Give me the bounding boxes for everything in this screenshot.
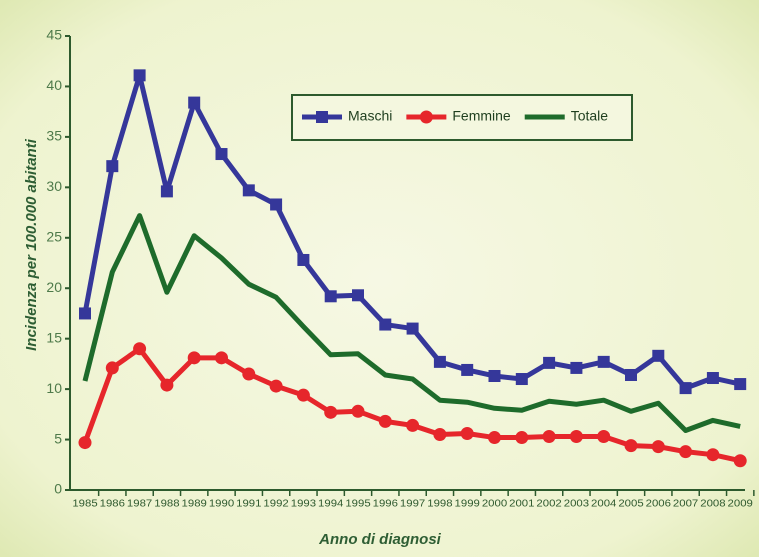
marker-square	[734, 378, 747, 391]
legend-marker	[316, 111, 328, 123]
marker-square	[652, 349, 665, 362]
marker-circle	[569, 430, 583, 444]
marker-square	[706, 372, 719, 385]
marker-square	[79, 307, 91, 320]
marker-square	[215, 148, 228, 161]
y-tick-label: 30	[46, 178, 62, 194]
marker-circle	[624, 439, 638, 453]
marker-square	[352, 289, 364, 302]
x-tick-label: 1999	[455, 499, 481, 510]
y-tick-label: 15	[46, 329, 62, 345]
marker-square	[625, 368, 637, 381]
marker-circle	[215, 351, 228, 365]
x-tick-label: 2006	[646, 499, 672, 510]
marker-circle	[460, 427, 474, 441]
marker-square	[106, 160, 119, 173]
x-tick-label: 2001	[509, 499, 535, 510]
legend-box	[291, 94, 633, 141]
y-tick-label: 40	[46, 77, 62, 93]
line-2	[82, 213, 741, 433]
marker-circle	[242, 367, 256, 381]
marker-circle	[679, 445, 693, 459]
marker-square	[679, 382, 692, 395]
x-tick-label: 1988	[154, 499, 180, 510]
x-tick-label: 1998	[427, 499, 453, 510]
marker-circle	[597, 430, 611, 444]
marker-circle	[133, 342, 147, 356]
y-tick-label: 25	[46, 228, 62, 244]
legend-label: Femmine	[452, 108, 511, 124]
y-tick-label: 35	[46, 128, 62, 144]
legend-label: Maschi	[348, 108, 392, 124]
marker-square	[297, 253, 310, 266]
x-tick-label: 2003	[564, 499, 590, 510]
x-tick-label: 2000	[482, 499, 508, 510]
marker-square	[433, 355, 446, 368]
marker-circle	[706, 448, 720, 462]
marker-circle	[651, 440, 665, 454]
legend-label: Totale	[571, 108, 609, 124]
y-tick-label: 20	[46, 279, 62, 295]
marker-square	[379, 318, 392, 331]
x-tick-label: 2004	[591, 499, 617, 510]
marker-square	[270, 198, 283, 211]
x-tick-label: 2009	[728, 499, 754, 510]
x-tick-label: 1987	[127, 499, 153, 510]
marker-circle	[733, 454, 747, 468]
x-tick-label: 1996	[373, 499, 399, 510]
marker-circle	[433, 428, 447, 442]
marker-circle	[187, 351, 201, 365]
marker-circle	[105, 361, 119, 375]
marker-circle	[406, 418, 420, 432]
x-tick-label: 1997	[400, 499, 426, 510]
x-tick-label: 1991	[236, 499, 262, 510]
x-tick-label: 2005	[618, 499, 644, 510]
y-axis-label: Incidenza per 100.000 abitanti	[23, 138, 40, 351]
marker-circle	[378, 414, 392, 428]
x-tick-label: 1986	[100, 499, 126, 510]
x-tick-label: 2007	[673, 499, 699, 510]
marker-circle	[160, 378, 174, 392]
x-tick-label: 1994	[318, 499, 344, 510]
y-tick-label: 10	[46, 380, 62, 396]
marker-square	[515, 373, 528, 386]
marker-square	[597, 355, 610, 368]
marker-square	[160, 185, 173, 198]
x-tick-label: 1990	[209, 499, 235, 510]
marker-circle	[542, 430, 556, 444]
x-tick-label: 1993	[291, 499, 317, 510]
x-tick-label: 1985	[72, 499, 98, 510]
y-tick-label: 0	[54, 481, 62, 497]
marker-square	[242, 184, 255, 197]
marker-square	[543, 356, 556, 369]
marker-square	[406, 322, 419, 335]
marker-square	[188, 96, 201, 109]
marker-circle	[351, 404, 365, 418]
x-tick-label: 1992	[263, 499, 289, 510]
x-axis-label: Anno di diagnosi	[318, 531, 441, 548]
marker-square	[461, 363, 474, 376]
x-tick-label: 1995	[345, 499, 371, 510]
marker-circle	[78, 436, 92, 450]
marker-circle	[296, 388, 310, 402]
x-tick-label: 2002	[536, 499, 562, 510]
marker-square	[570, 361, 583, 374]
y-tick-label: 45	[46, 27, 62, 43]
marker-circle	[269, 379, 283, 393]
marker-square	[324, 290, 337, 303]
legend-marker	[419, 110, 433, 124]
marker-square	[488, 369, 501, 382]
y-tick-label: 5	[54, 430, 62, 446]
marker-circle	[488, 431, 501, 445]
x-tick-label: 1989	[182, 499, 208, 510]
marker-circle	[324, 405, 338, 419]
x-tick-label: 2008	[700, 499, 726, 510]
marker-square	[133, 69, 146, 82]
marker-circle	[515, 431, 529, 445]
